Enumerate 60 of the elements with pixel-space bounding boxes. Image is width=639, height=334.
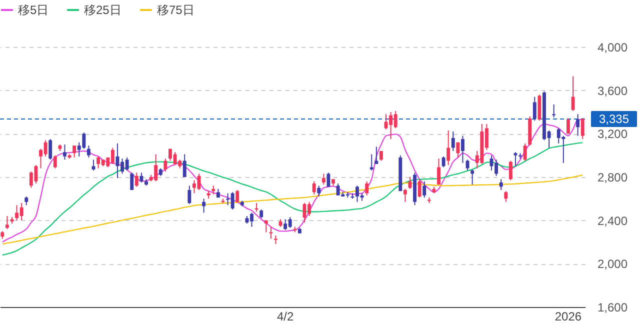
candlestick [164,158,168,172]
candlestick [317,185,321,197]
candlestick [508,160,512,181]
y-tick-label: 3,200 [598,127,628,142]
candlestick [504,190,508,202]
candlestick [182,154,186,178]
candlestick [418,178,422,198]
x-tick-label: 4/2 [276,310,294,324]
candlestick [53,154,57,169]
candlestick [580,117,584,140]
legend-label: 移25日 [84,3,122,17]
candlestick [532,96,536,122]
legend-label: 移5日 [18,3,49,17]
candlestick [538,94,542,122]
candlestick [140,172,144,183]
candlestick [63,144,66,160]
y-tick-label: 4,000 [598,40,628,54]
y-tick-label: 3,600 [598,84,628,98]
candlestick [48,138,52,160]
candlestick [446,130,450,166]
y-tick-label: 2,800 [598,170,628,184]
ref-line-label: 3,335 [598,112,630,126]
candlestick [269,226,273,240]
candlestick [5,216,9,230]
candlestick [552,104,556,118]
candlestick [461,135,464,164]
candlestick [365,180,369,196]
candlestick [236,190,240,204]
candlestick [422,180,426,198]
x-tick-label: 2026 [554,310,582,324]
candlestick [86,145,90,158]
y-tick-label: 1,600 [598,300,628,314]
candlestick [456,142,460,158]
candlestick [523,142,527,162]
candlestick [566,118,570,134]
candlestick [202,198,206,214]
y-tick-label: 2,400 [598,214,628,228]
candlestick [514,152,518,167]
line-series [2,142,584,256]
candlestick [134,172,138,188]
candlestick [188,185,192,205]
candlestick [92,159,96,171]
candlestick [326,172,330,188]
candlestick [72,145,76,158]
candlestick [499,178,503,190]
candlestick [403,188,407,202]
candlestick [470,168,474,186]
candlestick [374,146,378,164]
candlestick [312,180,316,195]
legend-label: 移75日 [157,3,194,17]
y-tick-label: 2,000 [598,257,628,272]
candlestick [322,173,326,186]
candlestick [379,150,383,162]
candlestick [130,172,134,190]
line-series [2,118,584,243]
candlestick [451,131,455,152]
candlestick [370,154,374,171]
candlestick [576,114,580,136]
candlestick [442,156,446,168]
candlestick [437,158,440,186]
